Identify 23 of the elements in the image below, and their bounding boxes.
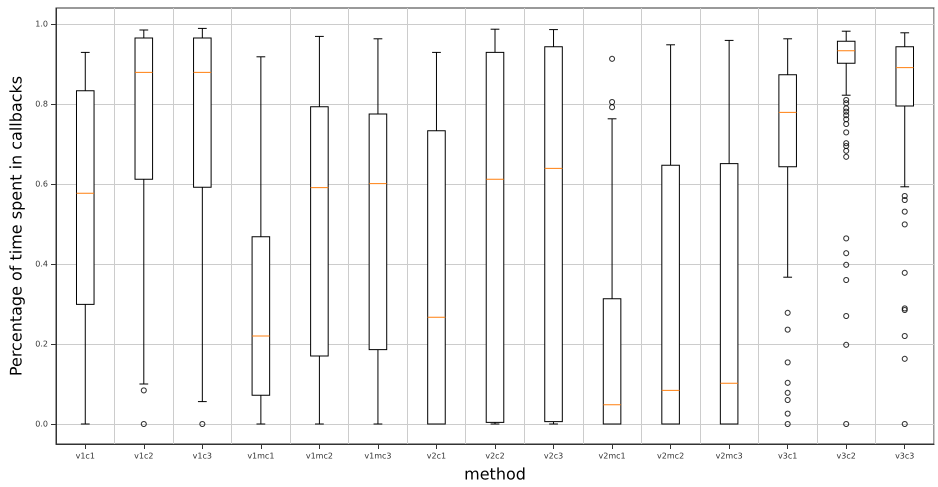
- y-tick-label: 0.4: [35, 260, 48, 268]
- x-tick-label: v1c2: [134, 452, 154, 460]
- x-tick-label: v1c1: [76, 452, 95, 460]
- x-axis-title: method: [464, 464, 526, 484]
- x-tick-label: v1mc2: [306, 452, 333, 460]
- y-tick-label: 0.8: [35, 100, 48, 108]
- y-axis-title: Percentage of time spent in callbacks: [6, 76, 26, 376]
- y-tick-label: 0.6: [35, 180, 48, 188]
- y-tick-label: 1.0: [35, 20, 48, 28]
- x-tick-label: v3c3: [895, 452, 914, 460]
- x-tick-label: v2c1: [426, 452, 446, 460]
- x-tick-label: v2mc3: [716, 452, 743, 460]
- x-tick-label: v1mc1: [247, 452, 274, 460]
- x-tick-label: v2mc1: [598, 452, 626, 460]
- x-tick-label: v2c2: [485, 452, 505, 460]
- y-tick-label: 0.2: [35, 340, 48, 348]
- x-tick-label: v3c2: [836, 452, 856, 460]
- y-tick-label: 0.0: [35, 420, 48, 428]
- x-tick-label: v2c3: [544, 452, 564, 460]
- x-tick-label: v2mc2: [657, 452, 684, 460]
- x-tick-label: v1mc3: [364, 452, 392, 460]
- x-tick-label: v1c3: [192, 452, 212, 460]
- x-tick-label: v3c1: [778, 452, 798, 460]
